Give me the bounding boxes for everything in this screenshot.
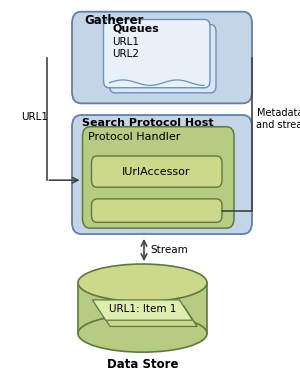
FancyBboxPatch shape (72, 12, 252, 103)
Text: Data Store: Data Store (107, 358, 178, 371)
Text: Protocol Handler: Protocol Handler (88, 132, 181, 142)
Text: URL1: URL1 (21, 112, 48, 122)
FancyBboxPatch shape (72, 115, 252, 234)
Text: Search Protocol Host: Search Protocol Host (82, 118, 214, 128)
Text: Gatherer: Gatherer (84, 14, 143, 27)
Text: Stream: Stream (150, 245, 188, 255)
Text: URL2: URL2 (112, 49, 140, 59)
FancyBboxPatch shape (92, 199, 222, 222)
Ellipse shape (78, 315, 207, 352)
Polygon shape (78, 283, 207, 333)
Polygon shape (92, 300, 193, 320)
Polygon shape (97, 306, 197, 326)
Text: Metadata
and stream: Metadata and stream (256, 108, 300, 130)
Ellipse shape (78, 264, 207, 301)
FancyBboxPatch shape (92, 156, 222, 187)
Text: URL1: URL1 (112, 37, 140, 47)
Text: IUrlAccessor: IUrlAccessor (122, 167, 191, 177)
FancyBboxPatch shape (110, 25, 216, 93)
Text: URL1: Item 1: URL1: Item 1 (109, 304, 176, 314)
FancyBboxPatch shape (82, 127, 234, 228)
Text: Queues: Queues (112, 23, 159, 34)
FancyBboxPatch shape (103, 20, 210, 88)
